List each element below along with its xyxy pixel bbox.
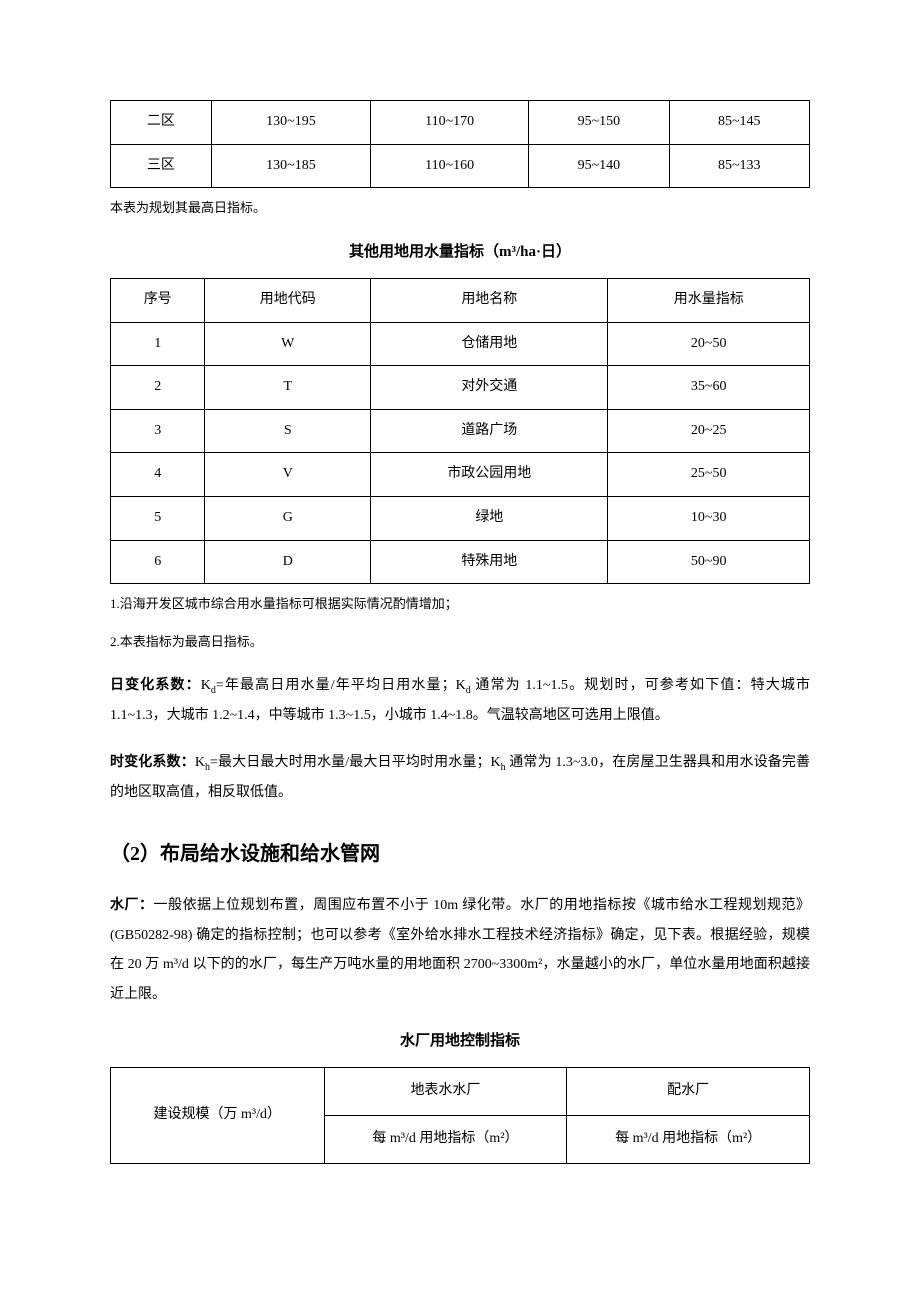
hourly-coefficient-label: 时变化系数： <box>110 755 195 770</box>
table1-note: 本表为规划其最高日指标。 <box>110 196 810 219</box>
hourly-coefficient-text: Kh=最大日最大时用水量/最大日平均时用水量；Kh 通常为 1.3~3.0，在房… <box>110 755 810 800</box>
table-cell: 2 <box>111 366 205 410</box>
daily-coefficient-label: 日变化系数： <box>110 678 201 693</box>
section-2-heading: （2）布局给水设施和给水管网 <box>110 835 810 873</box>
table2-note2: 2.本表指标为最高日指标。 <box>110 630 810 653</box>
table2-title: 其他用地用水量指标（m³/ha·日） <box>110 238 810 267</box>
table-cell: 10~30 <box>608 497 810 541</box>
table-cell: G <box>205 497 371 541</box>
t3-surface-header: 地表水水厂 <box>324 1068 567 1116</box>
table-header-cell: 用地名称 <box>371 279 608 323</box>
table-cell: 20~50 <box>608 322 810 366</box>
table-cell: W <box>205 322 371 366</box>
table-cell: 道路广场 <box>371 409 608 453</box>
table-header-cell: 用地代码 <box>205 279 371 323</box>
table-cell: 95~150 <box>529 101 669 145</box>
water-plant-para: 水厂：一般依据上位规划布置，周围应布置不小于 10m 绿化带。水厂的用地指标按《… <box>110 891 810 1009</box>
table-cell: 特殊用地 <box>371 540 608 584</box>
table-cell: 85~133 <box>669 144 809 188</box>
table-cell: 20~25 <box>608 409 810 453</box>
table-cell: 85~145 <box>669 101 809 145</box>
table-cell: 对外交通 <box>371 366 608 410</box>
t3-surface-sub: 每 m³/d 用地指标（m²） <box>324 1116 567 1164</box>
table-cell: 二区 <box>111 101 212 145</box>
table-cell: 三区 <box>111 144 212 188</box>
table-cell: T <box>205 366 371 410</box>
table3-title: 水厂用地控制指标 <box>110 1027 810 1056</box>
daily-coefficient-text: Kd=年最高日用水量/年平均日用水量；Kd 通常为 1.1~1.5。规划时，可参… <box>110 678 810 723</box>
table-cell: 25~50 <box>608 453 810 497</box>
water-plant-label: 水厂： <box>110 898 154 913</box>
t3-dist-sub: 每 m³/d 用地指标（m²） <box>567 1116 810 1164</box>
table-cell: 110~160 <box>371 144 529 188</box>
table-header-cell: 用水量指标 <box>608 279 810 323</box>
table-cell: 仓储用地 <box>371 322 608 366</box>
table2-note1: 1.沿海开发区城市综合用水量指标可根据实际情况酌情增加； <box>110 592 810 615</box>
table-cell: V <box>205 453 371 497</box>
table-cell: 6 <box>111 540 205 584</box>
table-header-cell: 序号 <box>111 279 205 323</box>
table-cell: 110~170 <box>371 101 529 145</box>
table-cell: 50~90 <box>608 540 810 584</box>
table-cell: 4 <box>111 453 205 497</box>
table-cell: 95~140 <box>529 144 669 188</box>
table-cell: 5 <box>111 497 205 541</box>
water-plant-text: 一般依据上位规划布置，周围应布置不小于 10m 绿化带。水厂的用地指标按《城市给… <box>110 898 810 1001</box>
table-cell: 3 <box>111 409 205 453</box>
table-cell: 130~185 <box>211 144 370 188</box>
table-cell: D <box>205 540 371 584</box>
table-cell: S <box>205 409 371 453</box>
table-cell: 市政公园用地 <box>371 453 608 497</box>
table-cell: 130~195 <box>211 101 370 145</box>
hourly-coefficient-para: 时变化系数：Kh=最大日最大时用水量/最大日平均时用水量；Kh 通常为 1.3~… <box>110 748 810 807</box>
t3-scale-header: 建设规模（万 m³/d） <box>111 1068 325 1163</box>
table-cell: 35~60 <box>608 366 810 410</box>
t3-dist-header: 配水厂 <box>567 1068 810 1116</box>
table-cell: 1 <box>111 322 205 366</box>
table-cell: 绿地 <box>371 497 608 541</box>
region-indicator-table: 二区130~195110~17095~15085~145 三区130~185110… <box>110 100 810 188</box>
other-land-water-table: 序号用地代码用地名称用水量指标 1W仓储用地20~50 2T对外交通35~60 3S… <box>110 278 810 584</box>
water-plant-land-table: 建设规模（万 m³/d） 地表水水厂 配水厂 每 m³/d 用地指标（m²） 每… <box>110 1067 810 1163</box>
daily-coefficient-para: 日变化系数：Kd=年最高日用水量/年平均日用水量；Kd 通常为 1.1~1.5。… <box>110 671 810 730</box>
